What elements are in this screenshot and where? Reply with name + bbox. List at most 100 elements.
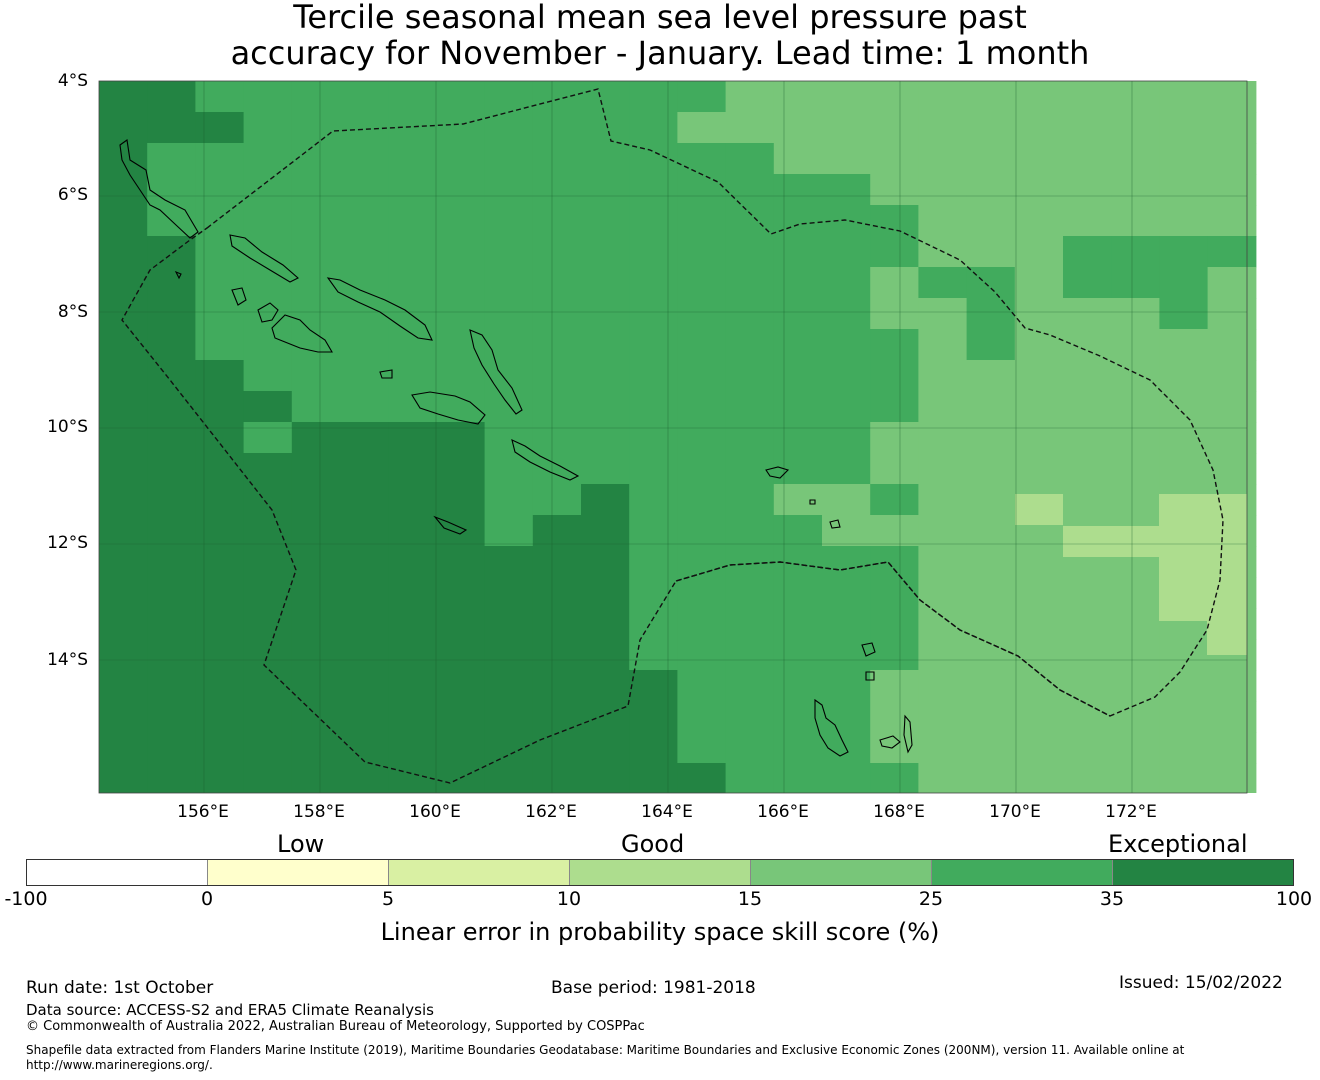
skill-cell (677, 236, 727, 268)
skill-cell (147, 453, 196, 485)
skill-cell (822, 174, 871, 206)
skill-cell (147, 298, 196, 330)
choiseul-island (229, 234, 299, 283)
santa-isabel-island (326, 277, 433, 341)
skill-cell (918, 608, 968, 640)
small-island-5 (174, 270, 182, 280)
skill-cell (773, 639, 823, 671)
skill-cell (195, 298, 245, 330)
skill-cell (99, 112, 148, 144)
skill-cell (966, 81, 1016, 113)
skill-cell (773, 763, 823, 793)
skill-cell (436, 267, 486, 299)
skill-cell (532, 422, 582, 454)
skill-cell (822, 608, 871, 640)
skill-cell (629, 81, 678, 113)
skill-cell (629, 267, 678, 299)
skill-cell (1014, 422, 1064, 454)
category-low: Low (277, 830, 325, 858)
skill-cell (725, 236, 775, 268)
skill-cell (822, 422, 871, 454)
skill-cell (99, 577, 148, 609)
skill-cell (340, 360, 389, 392)
colorbar-segment (932, 860, 1113, 885)
skill-cell (388, 267, 437, 299)
skill-cell (99, 422, 148, 454)
skill-cell (532, 298, 582, 330)
skill-cell (1207, 701, 1257, 733)
skill-cell (1207, 143, 1257, 175)
skill-cell (195, 267, 245, 299)
skill-cell (195, 360, 245, 392)
skill-cell (1111, 112, 1160, 144)
skill-cell (870, 143, 919, 175)
skill-cell (388, 174, 437, 206)
cb-tick: 10 (556, 888, 582, 910)
skill-cell (243, 391, 293, 423)
skill-cell (1207, 112, 1257, 144)
skill-cell (195, 391, 245, 423)
skill-cell (629, 763, 678, 793)
skill-cell (581, 608, 630, 640)
skill-cell (966, 422, 1016, 454)
skill-cell (1063, 763, 1112, 793)
skill-cell (822, 112, 871, 144)
skill-cell (99, 639, 148, 671)
skill-cell (870, 577, 919, 609)
solomon-islands-eez (121, 88, 1224, 784)
skill-cell (388, 608, 437, 640)
skill-cell (629, 360, 678, 392)
skill-cell (195, 329, 245, 361)
cb-tick: 25 (918, 888, 944, 910)
skill-cell (291, 763, 341, 793)
skill-cell (291, 453, 341, 485)
skill-cell (147, 515, 196, 547)
issued-date: Issued: 15/02/2022 (1119, 973, 1283, 993)
lon-label-156e: 156°E (177, 802, 229, 822)
skill-cell (822, 701, 871, 733)
skill-cell (677, 174, 727, 206)
skill-cell (388, 81, 437, 113)
colorbar (26, 859, 1294, 886)
colorbar-segment (570, 860, 751, 885)
skill-cell (677, 732, 727, 764)
skill-cell (291, 484, 341, 516)
skill-cell (484, 422, 534, 454)
skill-cell (99, 608, 148, 640)
skill-cell (1159, 174, 1209, 206)
skill-cell (1063, 174, 1112, 206)
skill-cell (243, 112, 293, 144)
skill-cell (291, 639, 341, 671)
skill-cell (677, 205, 727, 237)
skill-cell (340, 515, 389, 547)
skill-cell (195, 174, 245, 206)
skill-cell (966, 577, 1016, 609)
shapefile-credit: Shapefile data extracted from Flanders M… (26, 1043, 1185, 1072)
skill-cell (677, 453, 727, 485)
skill-cell (725, 732, 775, 764)
skill-cell (195, 577, 245, 609)
skill-cell (1159, 236, 1209, 268)
skill-cell (1207, 174, 1257, 206)
skill-cell (243, 422, 293, 454)
skill-cell (340, 608, 389, 640)
skill-cell (1014, 174, 1064, 206)
skill-cell (1014, 763, 1064, 793)
skill-cell (773, 453, 823, 485)
skill-cell (918, 732, 968, 764)
skill-cell (1207, 81, 1257, 113)
skill-cell (677, 391, 727, 423)
skill-cell (532, 546, 582, 578)
skill-cell (725, 391, 775, 423)
skill-cell (532, 453, 582, 485)
skill-cell (1159, 112, 1209, 144)
skill-cell (629, 422, 678, 454)
lon-label-158e: 158°E (293, 802, 345, 822)
skill-cell (629, 639, 678, 671)
skill-cell (195, 112, 245, 144)
skill-cell (918, 639, 968, 671)
skill-cell (243, 236, 293, 268)
skill-cell (99, 329, 148, 361)
skill-cell (966, 329, 1016, 361)
skill-cell (822, 81, 871, 113)
